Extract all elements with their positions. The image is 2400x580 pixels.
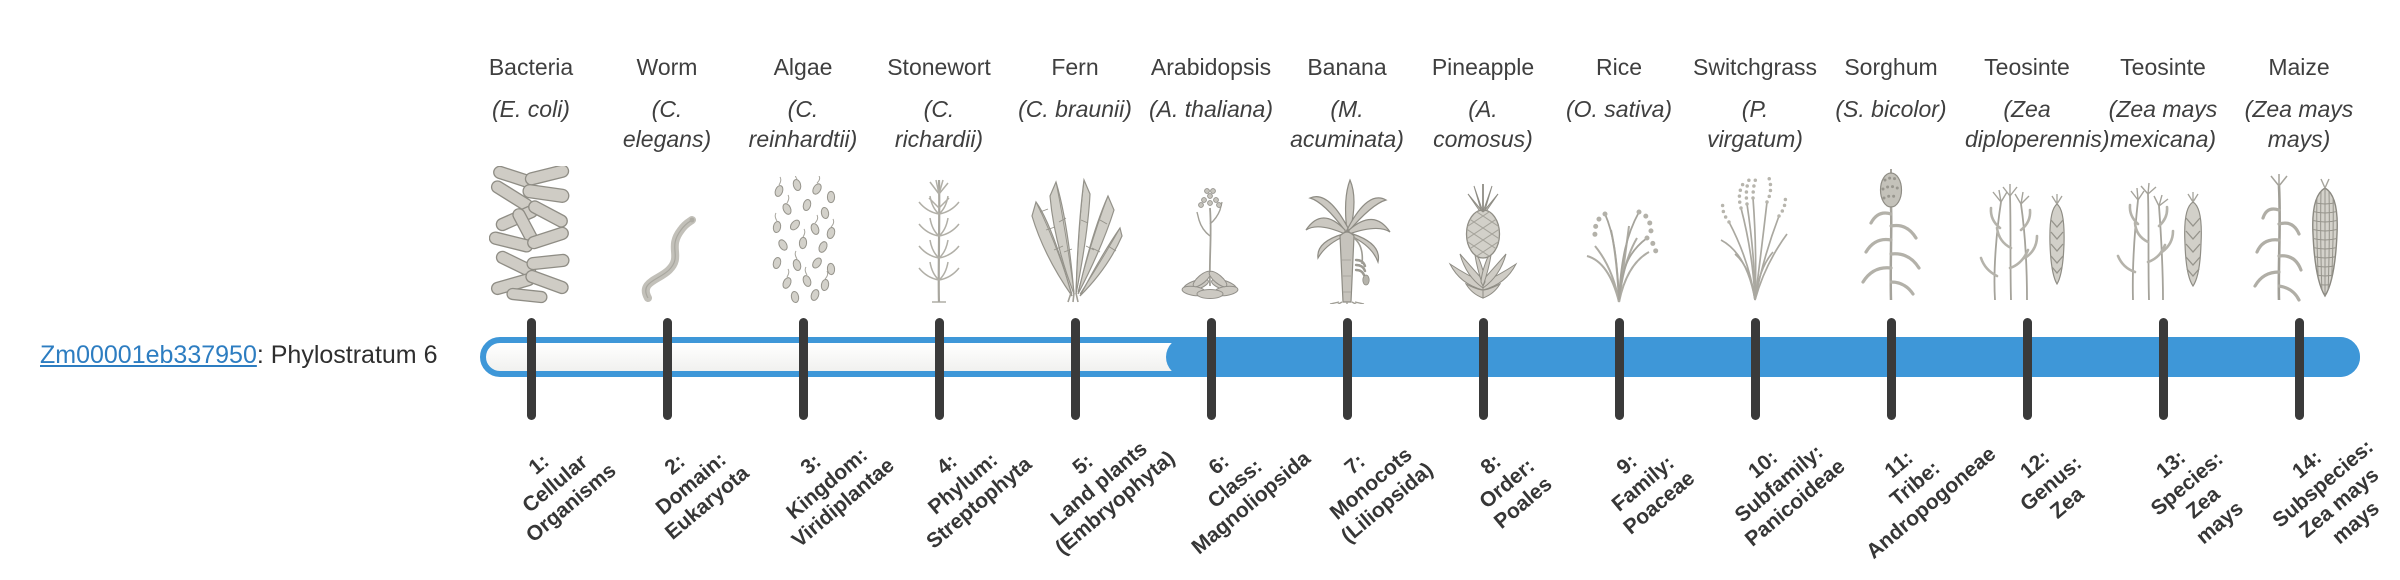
tick-10 [1750,318,1760,420]
common-name: Bacteria [488,54,574,80]
fern-icon [1031,177,1123,303]
species-name: (E. coli) [492,96,570,122]
rank-label: 11: Tribe: Andropogoneae [1862,442,2001,564]
common-name: Pineapple [1431,54,1535,80]
common-name: Sorghum [1844,54,1938,80]
organism-image [1272,158,1422,304]
species-name: (C. richardii) [894,96,984,153]
rank-label: 8: Order: Poales [1475,449,1557,534]
species-name: (C. elegans) [622,96,712,153]
tick-8 [1478,318,1488,420]
species-name: (Zea mays mays) [2244,96,2354,153]
species-name: (M. acuminata) [1290,96,1404,153]
rank-label: 13: Species: Zea mays [2146,446,2248,549]
teosinte-diploperennis-icon [1979,184,2065,301]
pineapple-icon [1448,184,1518,299]
organism-image [864,158,1014,304]
common-name: Stonewort [887,54,991,80]
tick-2 [662,318,672,420]
tick-3 [798,318,808,420]
maize-icon [2253,174,2338,302]
arabidopsis-icon [1181,188,1239,299]
organism-image [2088,158,2238,304]
rank-label: 3: Kingdom: Viridiplantae [782,443,899,553]
rank-label: 9: Family: Poaceae [1607,449,1700,540]
common-name: Teosinte [1984,54,2070,80]
species-name: (Zea diploperennis) [1965,96,2110,153]
rank-label: 12: Genus: Zea [2016,446,2089,524]
tick-7 [1342,318,1352,420]
common-name: Fern [1051,54,1099,80]
rank-label: 1: Cellular Organisms [518,449,621,548]
algae-icon [772,176,836,304]
rank-label: 7: Monocots (Liliopsida) [1325,443,1438,548]
species-name: (C. reinhardtii) [748,96,858,153]
common-name: Rice [1595,54,1642,80]
tick-6 [1206,318,1216,420]
common-name: Banana [1307,54,1387,80]
worm-icon [641,216,696,302]
tick-9 [1614,318,1624,420]
rice-icon [1586,209,1659,303]
rank-label: 14: Subspecies: Zea mays mays [2268,435,2384,549]
species-name: (Zea mays mexicana) [2108,96,2218,153]
teosinte-mexicana-icon [2116,182,2202,301]
species-name: (P. virgatum) [1707,96,1803,153]
common-name: Worm [636,54,698,80]
switchgrass-icon [1720,174,1788,301]
tick-13 [2158,318,2168,420]
species-name: (O. sativa) [1565,96,1673,122]
tick-5 [1070,318,1080,420]
gene-link[interactable]: Zm00001eb337950 [40,341,257,369]
organism-image [592,158,742,304]
organism-image [1680,158,1830,304]
bacteria-icon [489,166,570,304]
species-name: (A. thaliana) [1149,96,1274,122]
rank-label: 5: Land plants (Embryophyta) [1046,437,1180,560]
common-name: Teosinte [2120,54,2206,80]
phylostrata-bar [480,337,2360,377]
banana-icon [1305,178,1391,304]
common-name: Switchgrass [1693,54,1817,80]
rank-label: 10: Subfamily: Panicoideae [1730,440,1850,552]
tick-1 [526,318,536,420]
common-name: Arabidopsis [1150,54,1272,80]
common-name: Maize [2268,54,2330,80]
phylostratum-text: : Phylostratum 6 [256,341,438,369]
organism-image [456,158,606,304]
stonewort-icon [918,179,960,303]
organism-image [1952,158,2102,304]
organism-image [728,158,878,304]
tick-4 [934,318,944,420]
organism-image [1000,158,1150,304]
species-name: (A. comosus) [1433,96,1533,153]
species-name: (C. braunii) [1018,96,1132,122]
organism-image [1408,158,1558,304]
organism-image [2224,158,2374,304]
sorghum-icon [1861,169,1921,301]
organism-image [1544,158,1694,304]
rank-label: 2: Domain: Eukaryota [651,448,754,545]
rank-label: 6: Class: Magnoliopsida [1187,447,1316,560]
species-name: (S. bicolor) [1835,96,1947,122]
organism-image [1816,158,1966,304]
tick-11 [1886,318,1896,420]
tick-12 [2022,318,2032,420]
common-name: Algae [773,54,833,80]
organism-image [1136,158,1286,304]
rank-label: 4: Phylum: Streptophyta [922,448,1037,554]
tick-14 [2294,318,2304,420]
gene-label: Zm00001eb337950: Phylostratum 6 [40,341,438,370]
